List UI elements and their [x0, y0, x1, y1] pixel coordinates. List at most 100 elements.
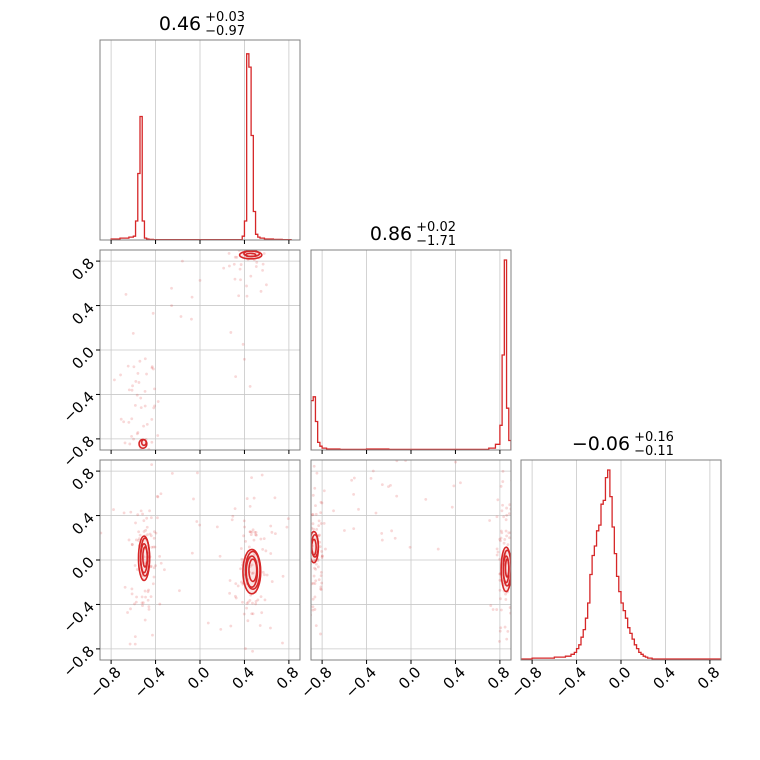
scatter-point-2-1 — [408, 545, 412, 549]
scatter-point-2-1 — [500, 509, 504, 513]
scatter-point-2-1 — [313, 595, 317, 599]
scatter-point-2-0 — [156, 516, 159, 520]
scatter-point-2-0 — [150, 463, 154, 467]
scatter-point-2-0 — [129, 607, 132, 611]
scatter-point-2-1 — [380, 532, 384, 535]
scatter-point-1-0 — [145, 423, 149, 426]
scatter-point-2-1 — [512, 633, 515, 636]
scatter-point-2-0 — [250, 530, 254, 534]
scatter-point-2-0 — [261, 547, 265, 551]
scatter-point-2-1 — [452, 484, 456, 488]
scatter-point-2-0 — [262, 537, 266, 541]
scatter-point-2-0 — [146, 598, 150, 602]
scatter-point-1-0 — [151, 311, 155, 315]
scatter-point-2-0 — [256, 598, 260, 602]
scatter-point-1-0 — [147, 447, 151, 450]
scatter-point-2-0 — [251, 571, 255, 575]
scatter-point-2-1 — [302, 562, 305, 565]
scatter-point-2-1 — [317, 524, 321, 528]
scatter-point-2-1 — [293, 518, 296, 521]
scatter-point-2-0 — [249, 533, 253, 537]
y-tick-label-1-1: −0.4 — [60, 388, 98, 426]
scatter-point-1-0 — [127, 420, 131, 424]
scatter-point-2-0 — [239, 696, 242, 699]
scatter-point-2-0 — [152, 536, 156, 540]
scatter-point-2-1 — [314, 579, 318, 583]
scatter-point-1-0 — [150, 417, 154, 421]
scatter-point-2-1 — [504, 598, 508, 601]
scatter-point-2-0 — [192, 497, 195, 501]
scatter-point-2-1 — [504, 592, 507, 596]
scatter-point-2-1 — [499, 529, 503, 533]
scatter-point-2-1 — [504, 529, 508, 533]
scatter-point-2-1 — [501, 469, 505, 473]
scatter-point-1-0 — [126, 364, 130, 368]
scatter-point-2-0 — [258, 624, 262, 627]
scatter-point-2-0 — [154, 531, 158, 535]
scatter-point-2-1 — [317, 519, 321, 523]
scatter-point-2-0 — [242, 519, 246, 523]
scatter-point-2-1 — [417, 431, 420, 434]
scatter-point-2-0 — [265, 573, 269, 577]
scatter-point-2-1 — [324, 547, 327, 551]
scatter-point-1-0 — [153, 404, 157, 408]
y-tick-label-2-3: 0.4 — [68, 509, 98, 539]
scatter-point-2-0 — [250, 476, 253, 480]
scatter-point-2-1 — [502, 541, 506, 545]
scatter-point-1-0 — [245, 284, 248, 288]
scatter-point-2-0 — [246, 619, 250, 623]
scatter-point-2-1 — [499, 484, 503, 488]
scatter-point-1-0 — [131, 331, 135, 335]
scatter-point-2-0 — [252, 496, 256, 500]
panel-title-minus-1: −1.71 — [416, 234, 456, 249]
scatter-point-1-0 — [138, 359, 142, 363]
scatter-point-2-1 — [506, 629, 510, 633]
scatter-point-2-0 — [146, 590, 150, 594]
scatter-point-2-0 — [153, 545, 157, 549]
scatter-point-1-0 — [119, 373, 122, 377]
scatter-point-1-0 — [227, 252, 231, 255]
panel-title-plus-2: +0.16 — [634, 430, 674, 445]
scatter-point-2-0 — [146, 533, 149, 537]
scatter-point-2-1 — [369, 476, 373, 480]
x-tick-label-2-0: −0.8 — [507, 663, 545, 701]
scatter-point-2-0 — [253, 530, 257, 534]
scatter-point-1-0 — [153, 387, 156, 391]
scatter-point-2-0 — [244, 539, 248, 543]
panel-title-1: 0.86 — [370, 223, 412, 245]
scatter-point-2-0 — [269, 626, 272, 630]
panel-2-2 — [520, 459, 722, 664]
scatter-point-2-1 — [343, 529, 346, 532]
scatter-point-2-0 — [260, 473, 264, 477]
scatter-point-2-0 — [285, 525, 289, 529]
scatter-point-2-0 — [141, 601, 145, 605]
scatter-point-2-0 — [273, 496, 277, 500]
scatter-point-2-0 — [147, 588, 150, 592]
scatter-point-2-0 — [151, 582, 155, 586]
scatter-point-2-0 — [264, 549, 268, 553]
scatter-point-2-0 — [151, 633, 154, 637]
scatter-point-2-1 — [303, 561, 306, 564]
scatter-point-2-1 — [501, 480, 505, 483]
scatter-point-2-1 — [311, 513, 315, 516]
scatter-point-1-0 — [139, 406, 143, 410]
scatter-point-2-0 — [251, 612, 255, 616]
scatter-point-1-0 — [134, 380, 138, 383]
scatter-point-2-0 — [239, 567, 242, 571]
scatter-point-1-0 — [142, 424, 145, 428]
scatter-point-2-0 — [159, 492, 163, 496]
scatter-point-2-0 — [219, 627, 223, 631]
scatter-point-1-0 — [156, 400, 160, 403]
scatter-point-2-0 — [260, 611, 264, 615]
scatter-point-1-0 — [233, 277, 237, 281]
scatter-point-2-0 — [254, 533, 257, 537]
scatter-point-1-0 — [198, 279, 202, 282]
scatter-point-2-1 — [320, 550, 324, 553]
y-tick-label-1-4: 0.8 — [68, 254, 98, 284]
scatter-point-1-0 — [143, 390, 147, 393]
scatter-point-2-0 — [112, 508, 115, 511]
scatter-point-2-1 — [504, 518, 508, 522]
scatter-point-2-1 — [436, 547, 440, 551]
scatter-point-2-1 — [424, 498, 428, 501]
scatter-point-1-0 — [262, 252, 266, 255]
